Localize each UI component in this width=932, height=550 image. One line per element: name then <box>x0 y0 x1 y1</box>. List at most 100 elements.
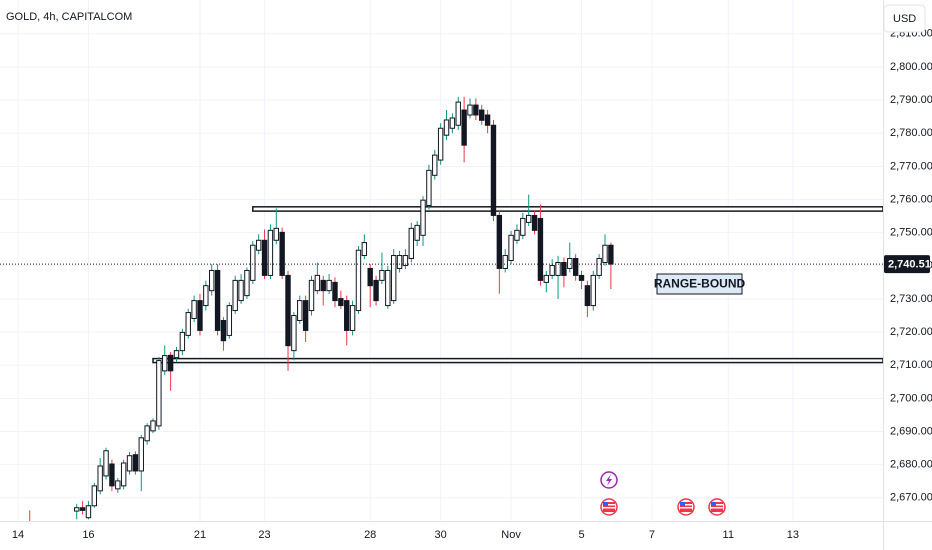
candle-body <box>572 258 579 276</box>
candle-body <box>496 214 503 269</box>
candle-body <box>220 319 227 342</box>
candle-body <box>479 109 485 121</box>
price-zone <box>152 357 883 364</box>
candle-body <box>326 279 332 292</box>
candle-body <box>455 101 461 126</box>
price-zone <box>252 206 883 212</box>
candle-body <box>473 104 479 116</box>
flag-icon[interactable] <box>708 498 726 516</box>
candle-body <box>132 454 139 472</box>
candle-body <box>238 279 244 302</box>
candle-body <box>79 507 86 511</box>
x-tick-label: 21 <box>194 529 206 541</box>
x-tick-label: 23 <box>258 529 270 541</box>
candle-body <box>426 169 432 206</box>
candle-body <box>28 523 32 528</box>
candle-body <box>332 281 338 302</box>
candle-body <box>232 279 238 312</box>
currency-button[interactable] <box>883 4 926 33</box>
candle-body <box>91 485 98 507</box>
candle-body <box>126 455 133 472</box>
candle-body <box>273 227 279 241</box>
candle-body <box>115 480 121 490</box>
x-tick-label: 7 <box>649 529 655 541</box>
candle-body <box>255 239 262 251</box>
candle-body <box>602 244 608 263</box>
candle-body <box>209 269 215 292</box>
candle-body <box>525 214 532 223</box>
last-price-box <box>884 255 930 274</box>
candle-body <box>97 465 103 492</box>
candle-body <box>279 231 285 276</box>
candle-body <box>138 437 144 472</box>
candle-body <box>555 261 561 276</box>
candle-body <box>490 124 497 216</box>
x-tick-label: Nov <box>501 529 521 541</box>
x-tick-label: 13 <box>787 529 799 541</box>
candle-body <box>402 255 409 266</box>
y-tick-label: 2,750.00 <box>890 227 932 239</box>
x-tick-label: 30 <box>435 529 447 541</box>
candle-body <box>449 117 456 129</box>
flag-icon[interactable] <box>600 498 618 516</box>
flag-icon[interactable] <box>677 498 695 516</box>
candle-body <box>537 217 544 281</box>
y-tick-label: 2,730.00 <box>890 293 932 305</box>
annotation: RANGE-BOUND <box>654 277 746 291</box>
last-price-label: 2,740.51 <box>888 259 931 271</box>
grid <box>0 0 883 521</box>
candle-body <box>349 305 356 331</box>
candle-body <box>467 104 473 116</box>
candle-body <box>74 507 80 512</box>
y-tick-label: 2,670.00 <box>890 492 932 504</box>
candle-body <box>167 354 174 372</box>
y-tick-label: 2,800.00 <box>890 61 932 73</box>
y-tick-label: 2,770.00 <box>890 160 932 172</box>
candle-body <box>250 244 256 281</box>
candle-body <box>520 217 526 236</box>
candle-body <box>390 255 397 302</box>
symbol-title: GOLD, 4h, CAPITALCOM <box>6 11 132 23</box>
candle-body <box>437 127 444 161</box>
y-tick-label: 2,680.00 <box>890 459 932 471</box>
candle-body <box>173 350 180 359</box>
candle-body <box>302 300 309 331</box>
candle-body <box>502 255 508 269</box>
event-bolt <box>606 474 612 486</box>
y-tick-label: 2,720.00 <box>890 326 932 338</box>
candle-body <box>584 285 591 307</box>
candle-body <box>367 267 373 287</box>
y-tick-label: 2,710.00 <box>890 359 932 371</box>
candle-body <box>432 154 438 176</box>
x-tick-label: 14 <box>12 529 24 541</box>
candle-body <box>344 300 350 331</box>
candle-body <box>179 331 186 352</box>
candle-body <box>543 274 549 283</box>
candle-body <box>508 234 514 262</box>
candle-body <box>261 239 268 276</box>
x-tick-label: 16 <box>82 529 94 541</box>
candle-body <box>531 214 538 231</box>
candle-body <box>561 261 567 276</box>
candle-body <box>85 505 92 519</box>
candle-body <box>373 279 379 302</box>
y-tick-label: 2,790.00 <box>890 94 932 106</box>
event-icons <box>600 471 726 516</box>
candle-body <box>567 258 573 269</box>
y-tick-label: 2,780.00 <box>890 127 932 139</box>
candle-body <box>379 269 385 281</box>
candle-body <box>120 462 127 487</box>
candle-body <box>244 269 250 297</box>
y-tick-label: 2,690.00 <box>890 425 932 437</box>
candle-body <box>226 305 233 336</box>
candle-body <box>514 229 520 241</box>
candle-body <box>361 242 368 257</box>
currency-label[interactable]: USD <box>893 13 916 25</box>
candle-body <box>408 227 414 260</box>
candle-body <box>185 312 191 336</box>
annotation-box <box>656 273 743 295</box>
candle-body <box>150 420 156 432</box>
y-tick-label: 2,700.00 <box>890 392 932 404</box>
x-tick-label: 28 <box>364 529 376 541</box>
